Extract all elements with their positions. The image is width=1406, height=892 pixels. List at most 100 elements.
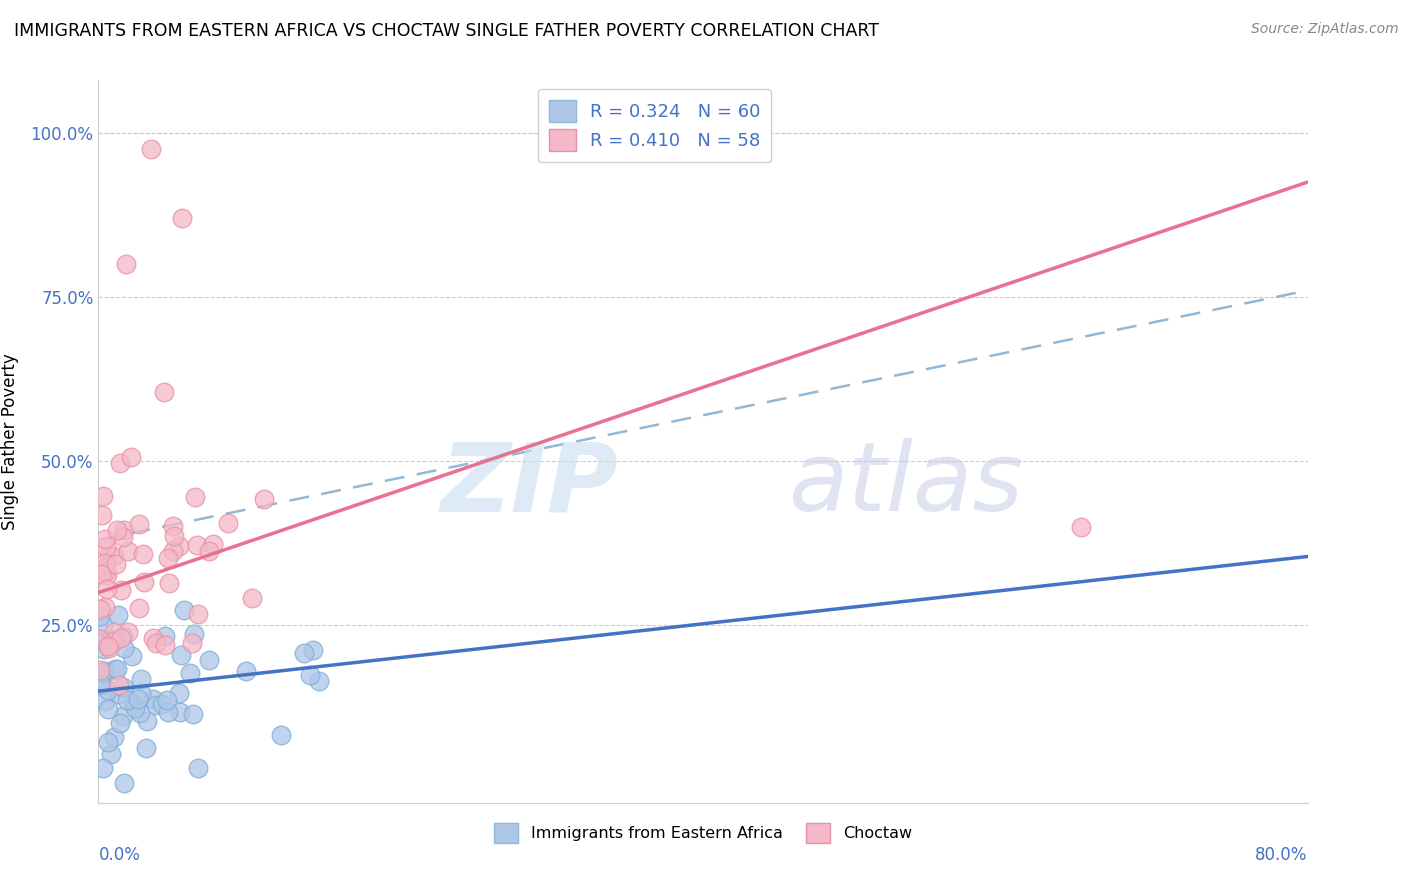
Point — [96, 567, 118, 582]
Point — [163, 529, 186, 543]
Point — [96, 582, 118, 596]
Point — [169, 705, 191, 719]
Point — [131, 672, 153, 686]
Point — [107, 607, 129, 622]
Point — [104, 662, 127, 676]
Point — [91, 665, 114, 679]
Point — [112, 776, 135, 790]
Point — [145, 698, 167, 713]
Point — [89, 632, 111, 646]
Point — [115, 692, 138, 706]
Point — [89, 665, 111, 680]
Point — [93, 557, 115, 571]
Point — [100, 633, 122, 648]
Point — [93, 664, 115, 678]
Point — [141, 142, 163, 156]
Point — [93, 532, 115, 546]
Point — [112, 530, 135, 544]
Point — [108, 715, 131, 730]
Point — [90, 566, 112, 581]
Point — [111, 680, 134, 694]
Point — [128, 517, 150, 532]
Point — [122, 698, 145, 712]
Point — [89, 608, 111, 623]
Point — [308, 674, 330, 689]
Point — [117, 543, 139, 558]
Point — [89, 602, 111, 616]
Point — [145, 636, 167, 650]
Point — [94, 560, 117, 574]
Point — [128, 601, 150, 615]
Point — [183, 490, 205, 504]
Point — [169, 685, 191, 699]
Point — [97, 702, 120, 716]
Text: 80.0%: 80.0% — [1256, 847, 1308, 864]
Point — [104, 558, 127, 572]
Point — [108, 678, 131, 692]
Point — [103, 634, 125, 648]
Point — [201, 537, 224, 551]
Point — [107, 687, 129, 701]
Text: IMMIGRANTS FROM EASTERN AFRICA VS CHOCTAW SINGLE FATHER POVERTY CORRELATION CHAR: IMMIGRANTS FROM EASTERN AFRICA VS CHOCTA… — [14, 22, 879, 40]
Point — [110, 632, 132, 646]
Text: Source: ZipAtlas.com: Source: ZipAtlas.com — [1251, 22, 1399, 37]
Point — [253, 492, 276, 507]
Point — [127, 692, 149, 706]
Point — [162, 544, 184, 558]
Point — [108, 456, 131, 470]
Point — [89, 676, 111, 690]
Point — [153, 638, 176, 652]
Point — [103, 625, 125, 640]
Point — [181, 707, 204, 722]
Text: 0.0%: 0.0% — [98, 847, 141, 864]
Point — [132, 547, 155, 561]
Point — [129, 686, 152, 700]
Point — [105, 523, 128, 537]
Point — [103, 549, 125, 563]
Point — [142, 692, 165, 706]
Point — [235, 664, 257, 678]
Point — [302, 643, 325, 657]
Point — [91, 508, 114, 523]
Legend: Immigrants from Eastern Africa, Choctaw: Immigrants from Eastern Africa, Choctaw — [488, 817, 918, 849]
Point — [114, 257, 136, 271]
Point — [103, 730, 125, 744]
Point — [156, 550, 179, 565]
Point — [110, 582, 132, 597]
Point — [97, 735, 120, 749]
Point — [112, 523, 135, 537]
Point — [186, 538, 208, 552]
Point — [91, 618, 114, 632]
Point — [162, 519, 184, 533]
Point — [100, 747, 122, 762]
Point — [142, 632, 165, 646]
Point — [157, 576, 180, 591]
Point — [183, 627, 205, 641]
Point — [136, 714, 159, 728]
Point — [97, 683, 120, 698]
Point — [150, 697, 173, 711]
Point — [156, 692, 179, 706]
Point — [170, 648, 193, 662]
Point — [97, 640, 120, 655]
Point — [112, 630, 135, 644]
Point — [93, 642, 115, 657]
Point — [129, 706, 152, 720]
Point — [91, 761, 114, 775]
Point — [93, 665, 115, 679]
Point — [121, 648, 143, 663]
Point — [153, 384, 176, 399]
Point — [217, 516, 239, 531]
Point — [97, 548, 120, 562]
Point — [120, 450, 142, 464]
Point — [94, 564, 117, 578]
Point — [112, 640, 135, 655]
Text: atlas: atlas — [787, 438, 1022, 532]
Point — [187, 761, 209, 775]
Point — [135, 740, 157, 755]
Point — [89, 633, 111, 648]
Point — [197, 544, 219, 558]
Point — [173, 603, 195, 617]
Point — [98, 638, 121, 652]
Point — [198, 653, 221, 667]
